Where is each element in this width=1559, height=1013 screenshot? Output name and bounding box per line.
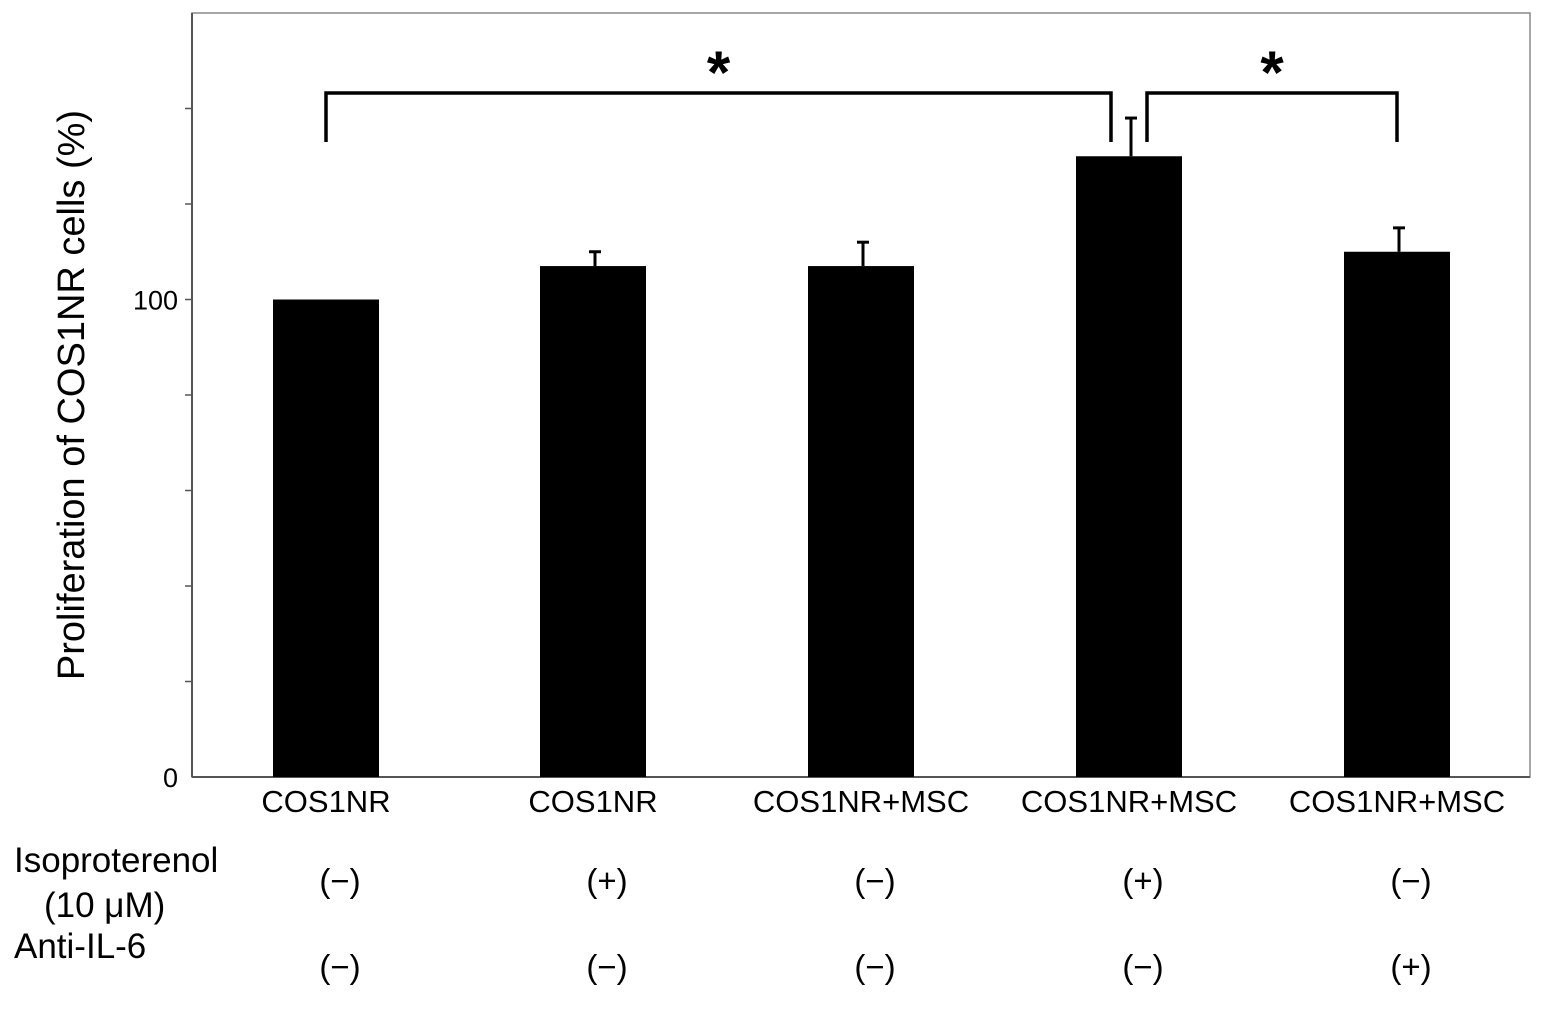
y-ticks: 0 100 [133, 107, 192, 793]
error-bars [589, 116, 1405, 267]
condition-label: Anti-IL-6 [14, 927, 146, 966]
category-label: COS1NR+MSC [1021, 784, 1237, 819]
significance-bracket [1145, 91, 1399, 142]
bar [808, 266, 914, 777]
significance-star: * [1260, 39, 1284, 106]
condition-label-line2: (10 μM) [44, 886, 165, 925]
significance-bracket [324, 91, 1113, 142]
condition-value: (−) [319, 862, 360, 899]
y-tick-label: 100 [133, 286, 178, 316]
condition-value: (+) [586, 862, 627, 899]
category-labels: COS1NR COS1NR COS1NR+MSC COS1NR+MSC COS1NR+M… [261, 784, 1505, 819]
condition-rows: Isoproterenol (10 μM) (−) (+) (−) (+) (−) Anti-… [14, 841, 1432, 985]
category-label: COS1NR [261, 784, 390, 819]
bar [273, 299, 379, 777]
condition-value: (−) [1390, 862, 1431, 899]
condition-value: (−) [586, 948, 627, 985]
bar [1076, 156, 1182, 777]
y-tick-label: 0 [163, 763, 178, 793]
condition-value: (−) [1122, 948, 1163, 985]
bar [1344, 251, 1450, 777]
condition-label: Isoproterenol [14, 841, 218, 880]
significance-star: * [707, 39, 731, 106]
significance-brackets: * * [324, 39, 1399, 142]
category-label: COS1NR+MSC [753, 784, 969, 819]
bar [540, 266, 646, 777]
y-axis-label: Proliferation of COS1NR cells (%) [51, 110, 93, 680]
condition-value: (+) [1390, 948, 1431, 985]
bars [273, 156, 1450, 777]
category-label: COS1NR+MSC [1289, 784, 1505, 819]
condition-value: (−) [854, 948, 895, 985]
condition-value: (+) [1122, 862, 1163, 899]
category-label: COS1NR [528, 784, 657, 819]
condition-value: (−) [854, 862, 895, 899]
condition-value: (−) [319, 948, 360, 985]
